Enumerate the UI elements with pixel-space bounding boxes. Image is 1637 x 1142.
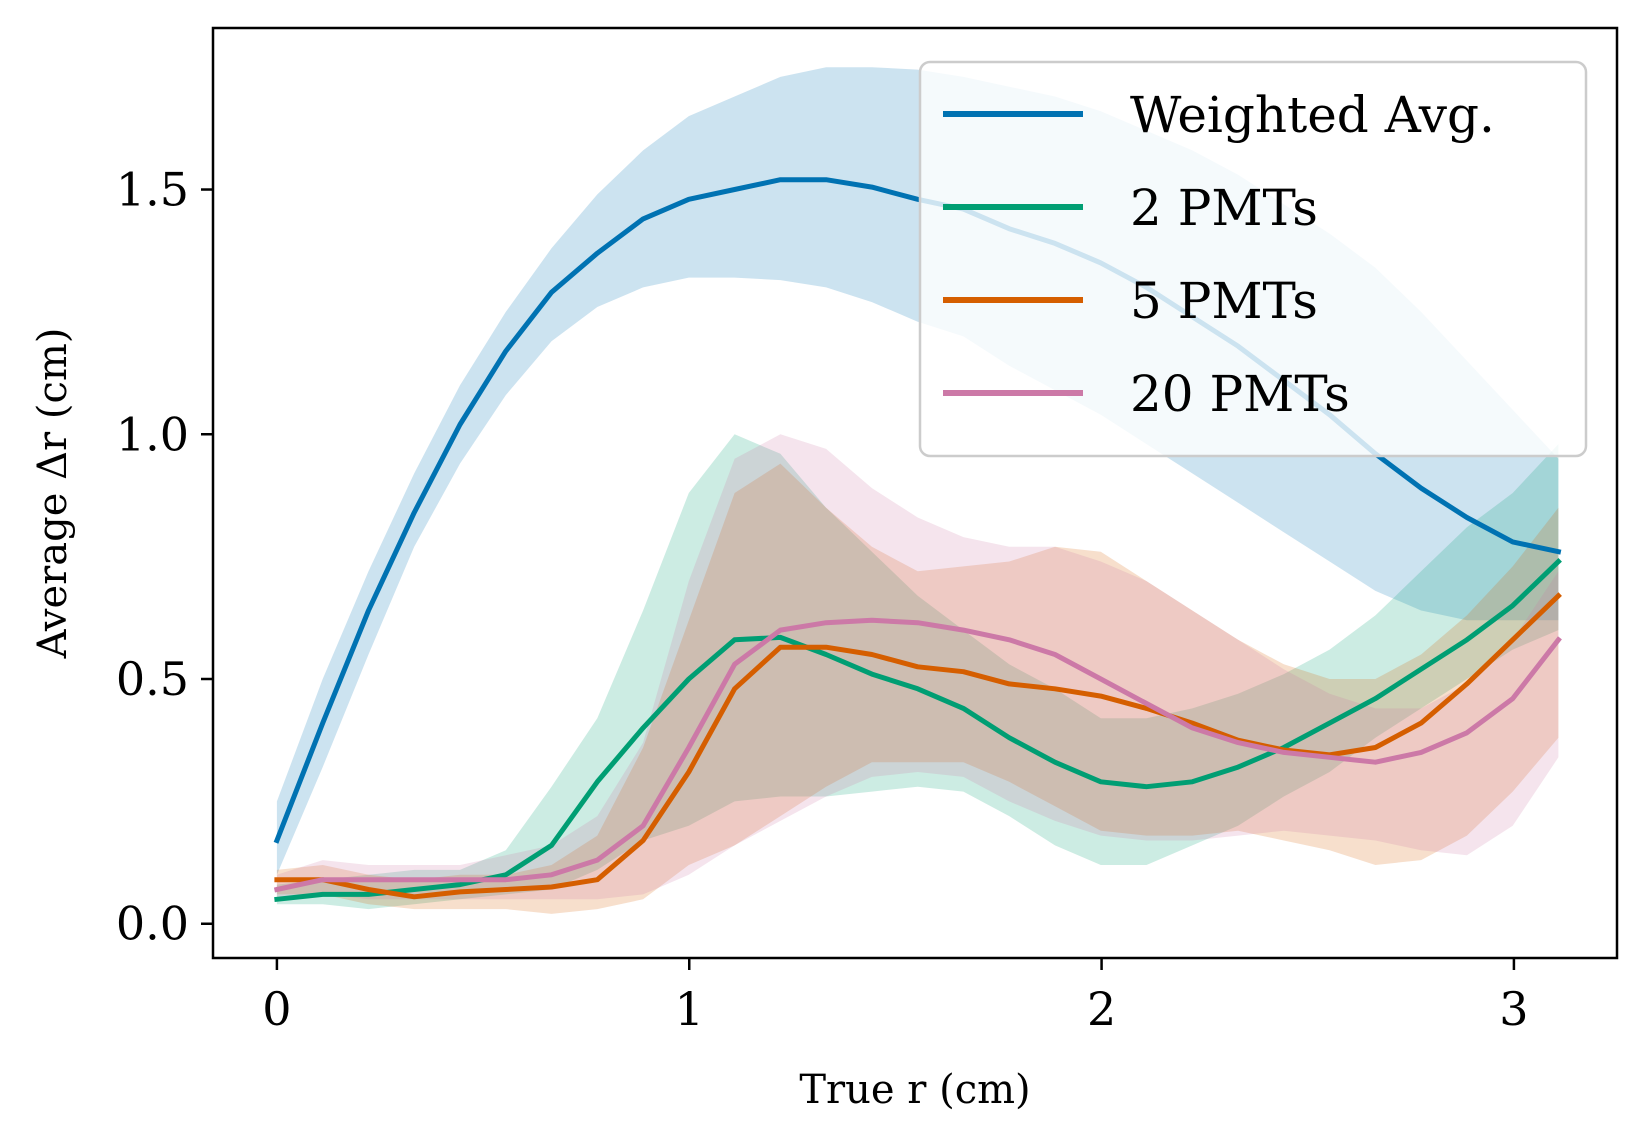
y-tick-label: 1.0	[116, 407, 189, 461]
x-tick-label: 0	[262, 982, 291, 1036]
x-tick-label: 2	[1087, 982, 1116, 1036]
y-tick-label: 1.5	[116, 163, 189, 217]
legend: Weighted Avg. 2 PMTs 5 PMTs 20 PMTs	[918, 60, 1588, 458]
band-2-pmts	[276, 434, 1559, 910]
line-5-pmts	[274, 592, 1562, 900]
legend-label: 5 PMTs	[1130, 272, 1318, 330]
y-axis-label: Average Δr (cm)	[30, 328, 76, 660]
legend-label: 20 PMTs	[1130, 365, 1350, 423]
y-axis-ticks: 0.0 0.5 1.0 1.5	[116, 163, 213, 951]
legend-label: 2 PMTs	[1130, 179, 1318, 237]
x-tick-label: 1	[675, 982, 704, 1036]
legend-label: Weighted Avg.	[1130, 86, 1495, 144]
legend-box	[918, 60, 1588, 458]
x-tick-label: 3	[1499, 982, 1528, 1036]
x-axis-ticks: 0 1 2 3	[262, 958, 1529, 1036]
y-tick-label: 0.0	[116, 897, 189, 951]
line-20-pmts	[273, 617, 1562, 893]
plot-frame	[211, 26, 1619, 960]
x-axis-label: True r (cm)	[799, 1067, 1030, 1113]
legend-entries: Weighted Avg. 2 PMTs 5 PMTs 20 PMTs	[943, 86, 1495, 423]
y-tick-label: 0.5	[116, 652, 189, 706]
